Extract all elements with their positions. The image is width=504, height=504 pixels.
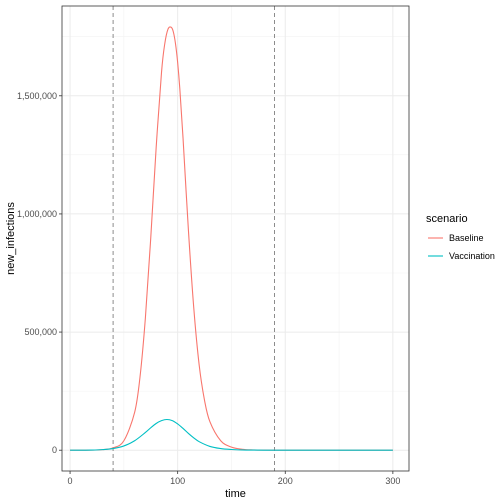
y-tick-label: 1,500,000: [17, 91, 57, 101]
legend-label-vaccination: Vaccination: [449, 251, 495, 261]
series-lines: [70, 26, 393, 451]
legend: scenario Baseline Vaccination: [426, 213, 495, 261]
x-tick-label: 200: [278, 476, 293, 486]
plot-panel-border: [61, 5, 410, 472]
axis-ticks: 0 100 200 300 0 500,000 1,000,000 1,500,000: [17, 91, 400, 486]
legend-label-baseline: Baseline: [449, 233, 484, 243]
legend-title: scenario: [426, 213, 468, 225]
x-axis-title: time: [225, 488, 246, 500]
y-axis-title: new_infections: [5, 202, 17, 275]
series-line-vaccination: [70, 418, 393, 451]
legend-items: Baseline Vaccination: [428, 233, 495, 261]
y-tick-label: 1,000,000: [17, 209, 57, 219]
x-tick-label: 100: [170, 476, 185, 486]
x-tick-label: 0: [68, 476, 73, 486]
reference-lines: [112, 6, 276, 471]
x-tick-label: 300: [385, 476, 400, 486]
y-tick-label: 500,000: [24, 327, 57, 337]
gridlines: [62, 6, 409, 471]
y-tick-label: 0: [52, 445, 57, 455]
